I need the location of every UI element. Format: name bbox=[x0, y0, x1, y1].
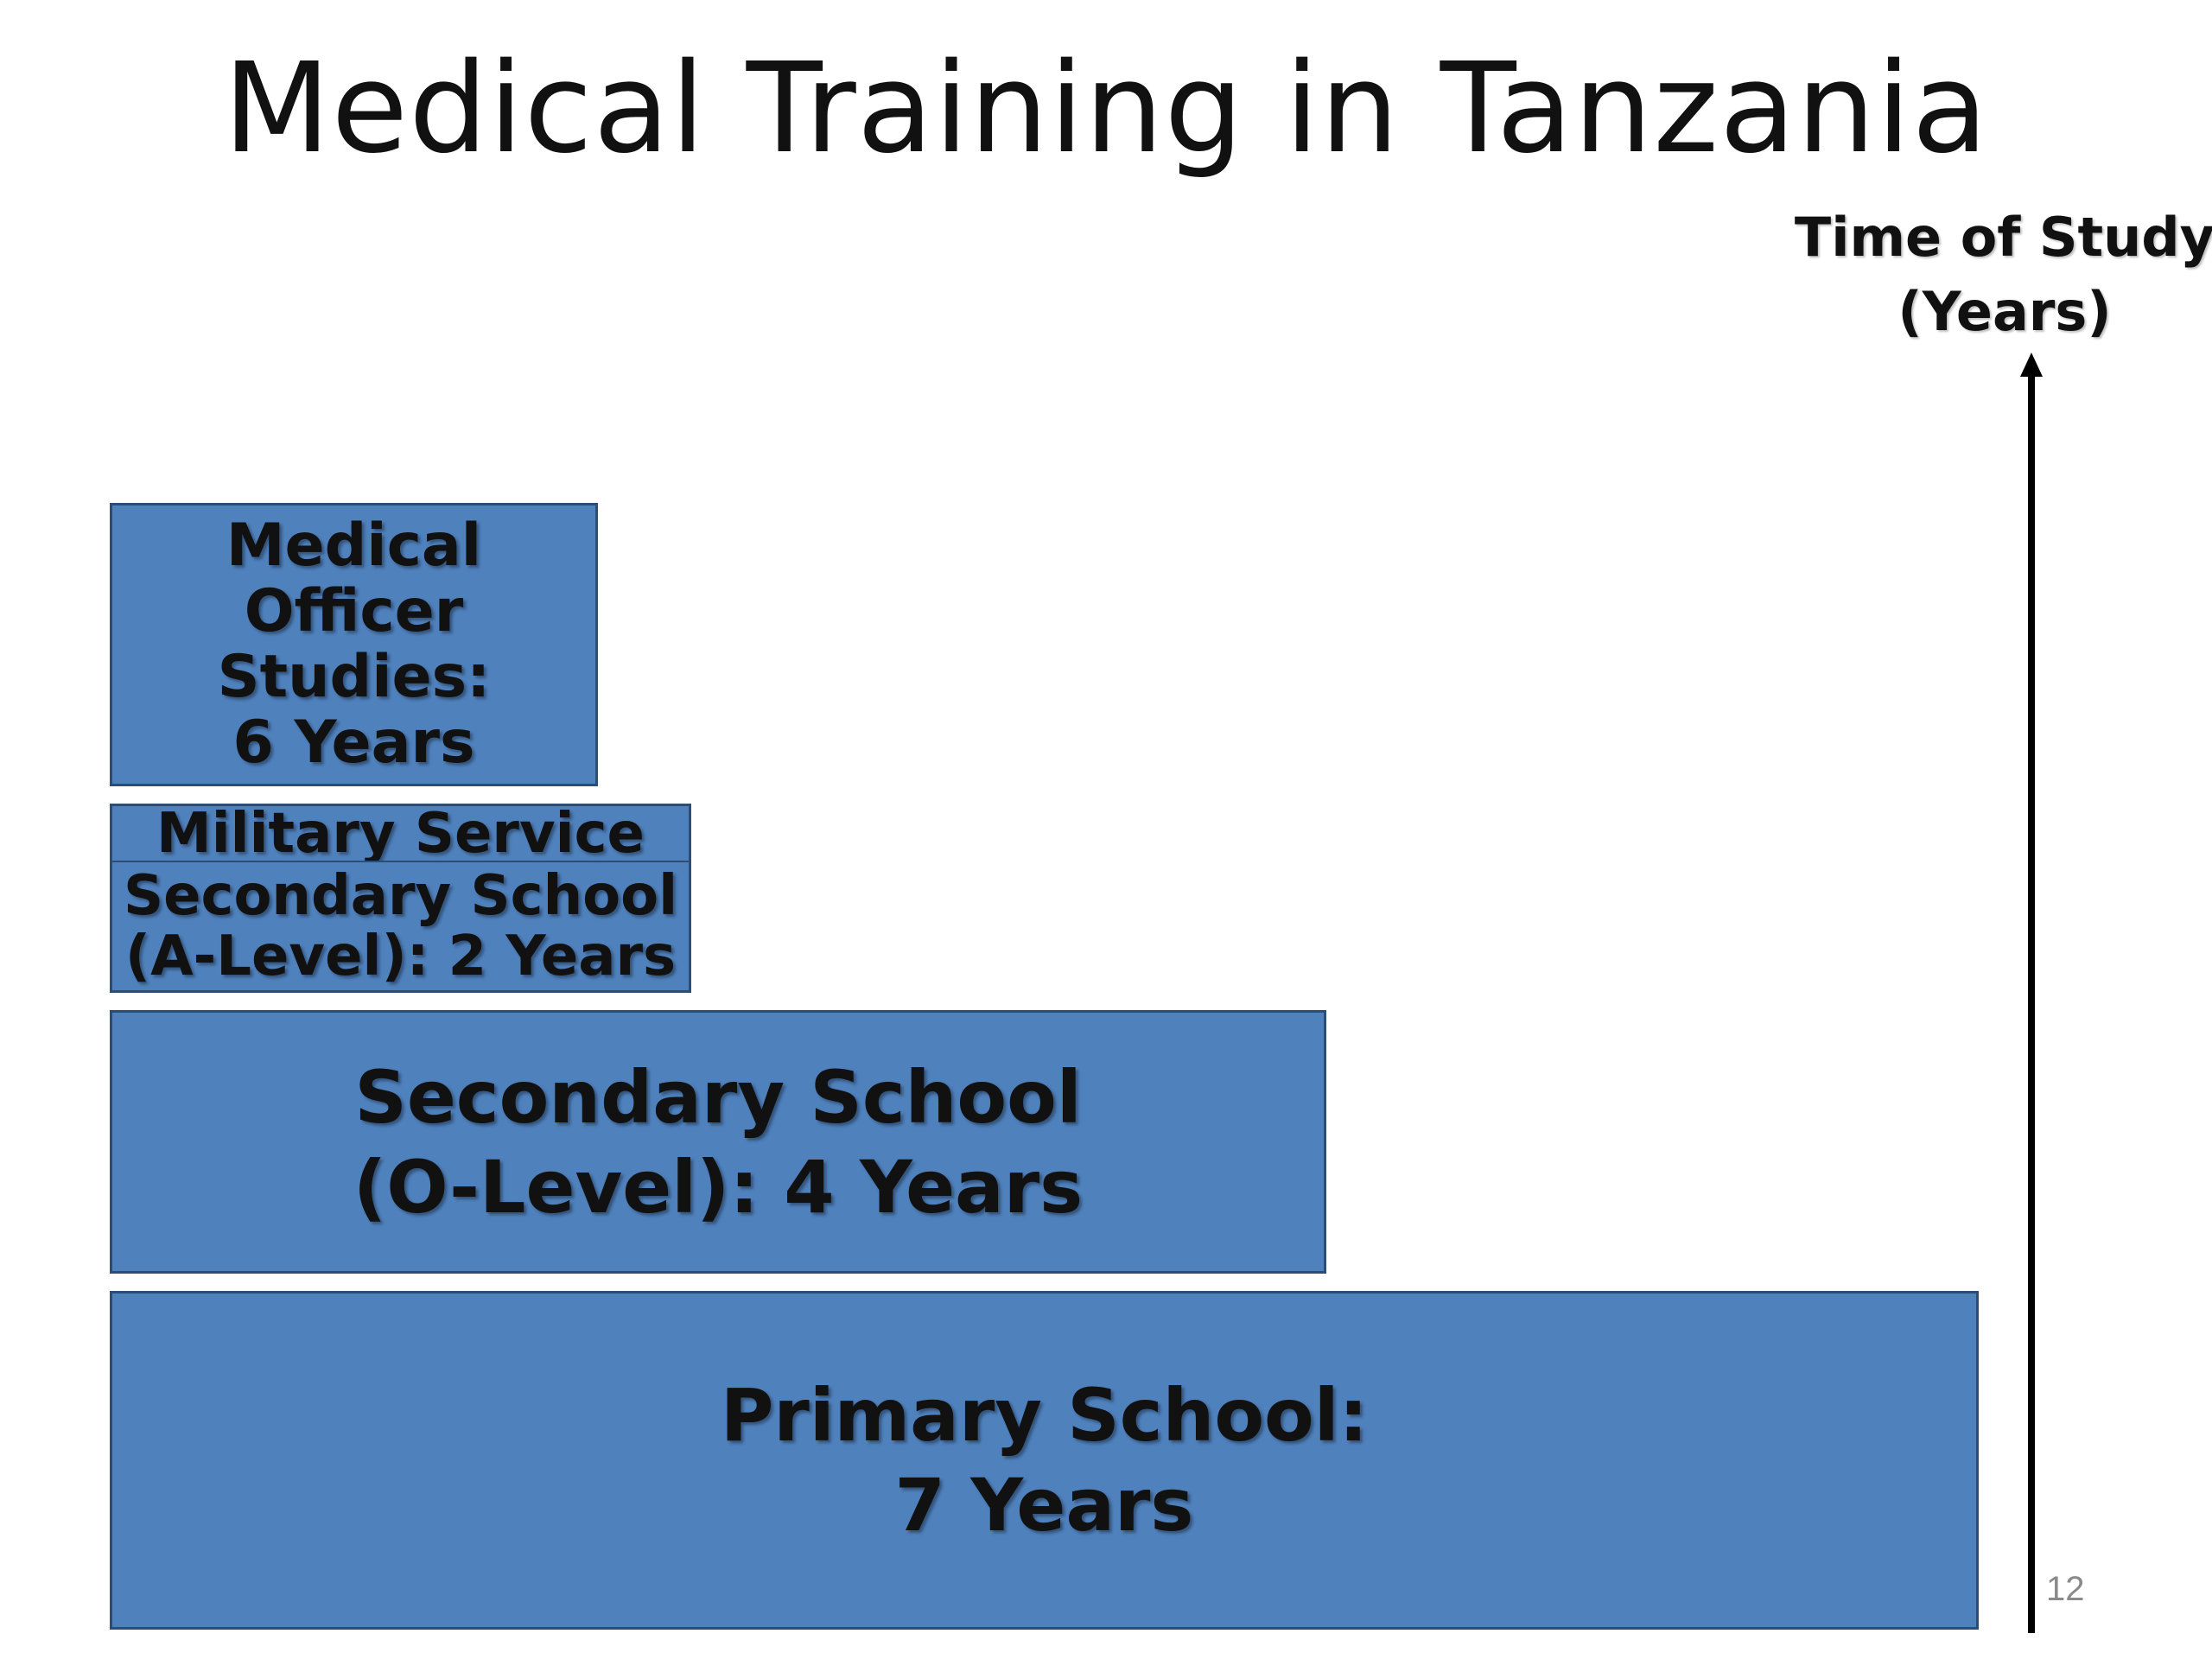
page-number: 12 bbox=[2046, 1570, 2085, 1608]
medical-officer-studies-box: Medical Officer Studies: 6 Years bbox=[110, 503, 598, 786]
secondary-o-level-box: Secondary School (O-Level): 4 Years bbox=[110, 1010, 1326, 1274]
slide-title: Medical Training in Tanzania bbox=[223, 35, 1989, 181]
primary-school-label: Primary School: 7 Years bbox=[720, 1373, 1369, 1548]
time-axis-label: Time of Study (Years) bbox=[1794, 206, 2212, 343]
primary-school-box: Primary School: 7 Years bbox=[110, 1291, 1979, 1630]
medical-officer-studies-label: Medical Officer Studies: 6 Years bbox=[217, 512, 491, 777]
military-service-box: Military Service bbox=[110, 801, 691, 866]
secondary-a-level-box: Secondary School (A-Level): 2 Years bbox=[110, 861, 691, 993]
time-axis-arrow bbox=[2020, 353, 2043, 1633]
military-service-label: Military Service bbox=[156, 801, 645, 866]
secondary-a-level-label: Secondary School (A-Level): 2 Years bbox=[124, 864, 677, 988]
secondary-o-level-label: Secondary School (O-Level): 4 Years bbox=[353, 1054, 1084, 1230]
